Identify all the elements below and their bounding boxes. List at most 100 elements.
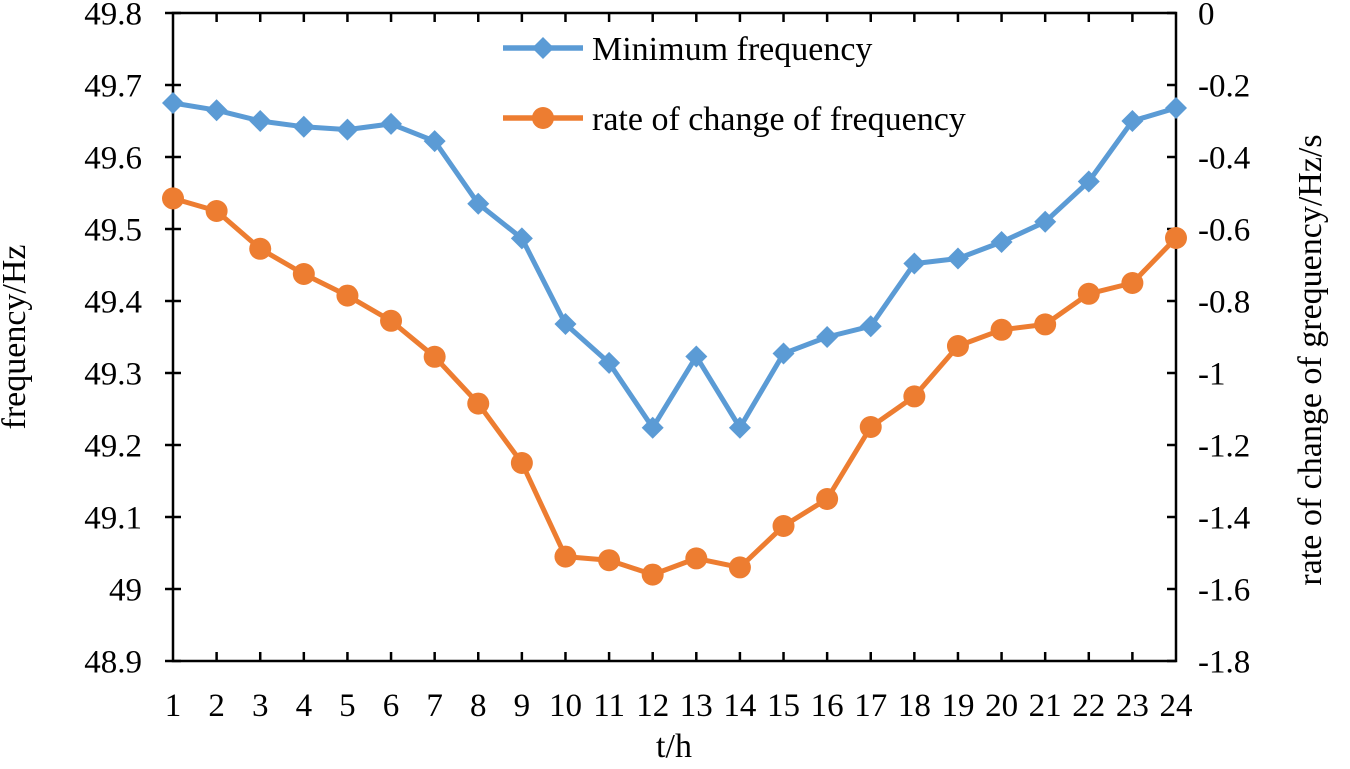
data-point-circle xyxy=(1121,272,1144,294)
x-tick-label: 24 xyxy=(1160,688,1193,724)
data-point-circle xyxy=(249,237,272,260)
axes: 49.849.749.649.549.449.349.249.14948.90-… xyxy=(84,0,1250,724)
x-tick-label: 16 xyxy=(811,688,844,724)
data-point-circle xyxy=(641,563,664,586)
data-point-circle xyxy=(1034,313,1057,336)
legend-label-rate-of-change: rate of change of frequency xyxy=(592,101,966,138)
data-point-circle xyxy=(467,392,490,415)
data-point-diamond xyxy=(292,115,315,138)
x-tick-label: 23 xyxy=(1116,688,1149,724)
data-point-circle xyxy=(728,556,751,579)
x-tick-label: 2 xyxy=(208,688,225,724)
legend: Minimum frequency rate of change of freq… xyxy=(503,31,966,138)
series-markers-minimum-frequency xyxy=(162,92,1187,439)
data-point-diamond xyxy=(946,247,969,270)
x-tick-label: 20 xyxy=(985,688,1018,724)
x-tick-label: 12 xyxy=(636,688,669,724)
y-right-tick-label: 0 xyxy=(1198,0,1215,33)
series-line-rate-of-change-of-frequency xyxy=(170,195,1179,578)
x-tick-label: 7 xyxy=(426,688,443,724)
y-left-tick-label: 49.5 xyxy=(84,213,142,249)
data-point-circle xyxy=(946,335,969,357)
legend-item-minimum-frequency: Minimum frequency xyxy=(503,31,872,68)
x-tick-label: 6 xyxy=(383,688,400,724)
y-left-tick-label: 49 xyxy=(109,573,142,609)
y-left-tick-label: 49.1 xyxy=(84,501,142,537)
y-right-tick-label: -0.2 xyxy=(1198,69,1250,105)
x-tick-label: 10 xyxy=(549,688,582,724)
data-point-circle xyxy=(205,200,228,222)
x-tick-label: 3 xyxy=(252,688,269,724)
y-right-tick-label: -1.8 xyxy=(1198,645,1250,681)
data-point-circle xyxy=(685,547,708,570)
x-tick-label: 18 xyxy=(898,688,931,724)
data-point-circle xyxy=(772,515,795,537)
y-right-tick-label: -1.4 xyxy=(1198,501,1250,537)
x-tick-label: 21 xyxy=(1029,688,1062,724)
data-point-diamond xyxy=(641,416,664,439)
y-right-tick-label: -0.4 xyxy=(1198,141,1250,177)
x-tick-label: 4 xyxy=(296,688,313,724)
y-right-tick-label: -1 xyxy=(1198,357,1226,393)
data-point-diamond xyxy=(1165,97,1187,120)
left-axis-title: frequency/Hz xyxy=(0,244,33,429)
data-point-diamond xyxy=(467,192,490,215)
y-left-tick-label: 49.6 xyxy=(84,141,142,177)
data-point-diamond xyxy=(598,351,621,374)
data-point-diamond xyxy=(772,342,795,365)
x-tick-label: 11 xyxy=(593,688,625,724)
data-point-circle xyxy=(510,452,533,474)
data-point-diamond xyxy=(685,345,708,368)
data-point-circle xyxy=(423,345,446,368)
y-left-tick-label: 49.7 xyxy=(84,69,142,105)
legend-circle-marker xyxy=(532,107,554,129)
data-point-diamond xyxy=(205,99,228,122)
data-point-diamond xyxy=(423,130,446,153)
x-tick-label: 13 xyxy=(680,688,713,724)
y-left-tick-label: 49.2 xyxy=(84,429,142,465)
legend-diamond-marker xyxy=(532,37,554,59)
legend-item-rate-of-change: rate of change of frequency xyxy=(503,101,966,138)
series-markers-rate-of-change-of-frequency xyxy=(162,187,1187,586)
data-point-diamond xyxy=(336,118,359,141)
x-axis-title: t/h xyxy=(656,728,692,765)
data-point-diamond xyxy=(859,315,882,338)
data-point-circle xyxy=(1165,227,1187,249)
data-point-circle xyxy=(554,545,577,568)
y-left-tick-label: 49.8 xyxy=(84,0,142,33)
plot-border xyxy=(171,11,1178,663)
data-point-diamond xyxy=(162,92,184,114)
data-point-diamond xyxy=(380,112,403,135)
x-tick-label: 15 xyxy=(767,688,800,724)
y-right-tick-label: -1.6 xyxy=(1198,573,1250,609)
x-tick-label: 9 xyxy=(514,688,531,724)
data-point-diamond xyxy=(1121,110,1144,132)
data-point-diamond xyxy=(816,326,839,348)
series xyxy=(162,92,1187,586)
data-point-diamond xyxy=(510,227,533,250)
data-point-circle xyxy=(336,284,359,307)
data-point-circle xyxy=(816,488,839,510)
data-point-circle xyxy=(903,385,926,408)
data-point-circle xyxy=(162,187,184,210)
data-point-diamond xyxy=(249,110,272,132)
data-point-diamond xyxy=(1077,170,1100,193)
y-left-tick-label: 49.4 xyxy=(84,285,142,321)
data-point-diamond xyxy=(1034,210,1057,233)
y-right-tick-label: -0.6 xyxy=(1198,213,1250,249)
series-line-minimum-frequency xyxy=(170,100,1179,431)
data-point-circle xyxy=(292,263,315,285)
data-point-circle xyxy=(990,318,1013,341)
x-tick-label: 19 xyxy=(941,688,974,724)
data-point-circle xyxy=(859,416,882,438)
x-tick-label: 17 xyxy=(854,688,887,724)
x-tick-label: 22 xyxy=(1072,688,1105,724)
y-left-tick-label: 48.9 xyxy=(84,645,142,681)
data-point-circle xyxy=(598,549,621,572)
y-right-tick-label: -0.8 xyxy=(1198,285,1250,321)
data-point-circle xyxy=(1077,282,1100,305)
data-point-diamond xyxy=(903,252,926,275)
y-left-tick-label: 49.3 xyxy=(84,357,142,393)
